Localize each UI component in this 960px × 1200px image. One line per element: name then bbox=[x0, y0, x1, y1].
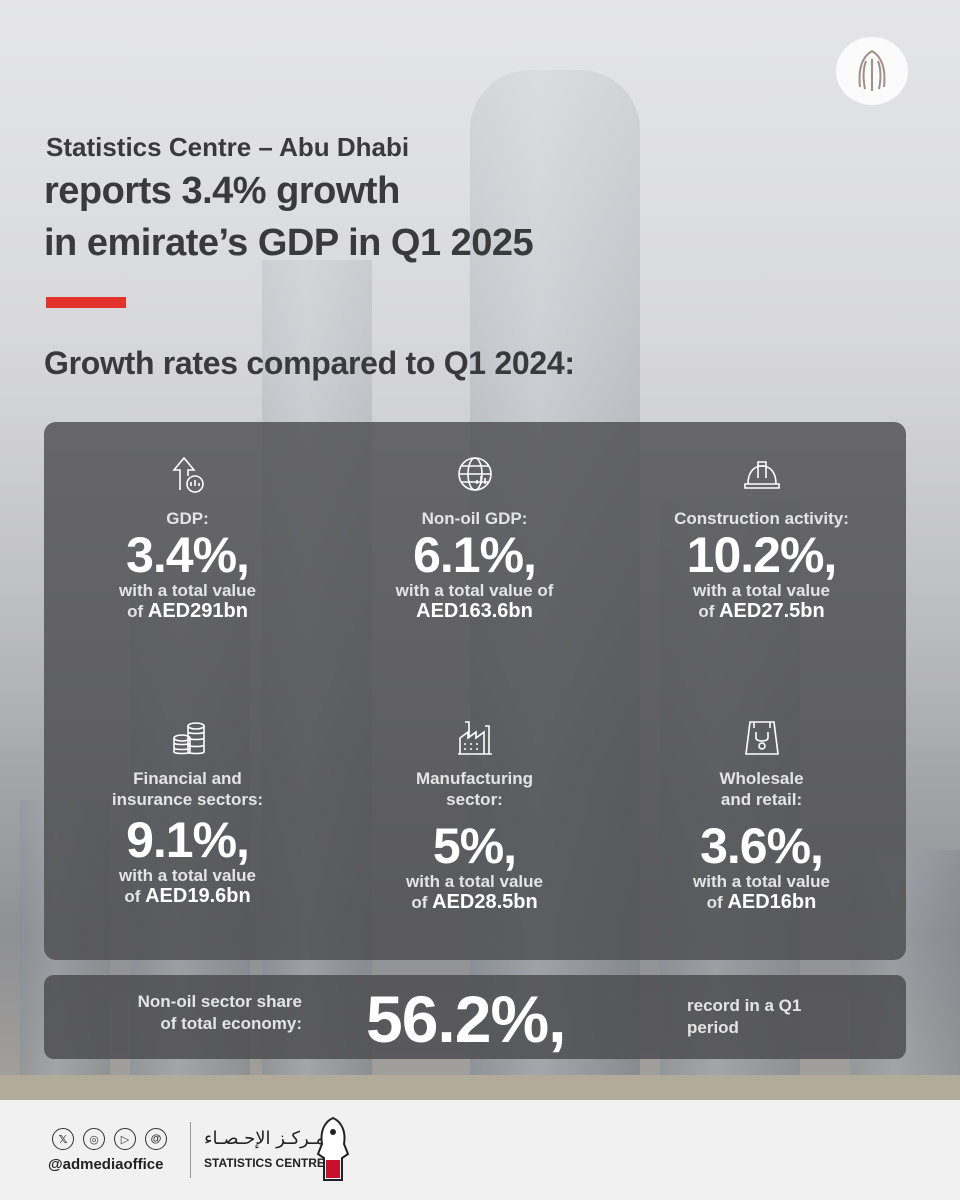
share-note: record in a Q1 period bbox=[687, 995, 867, 1039]
stat-label-line1: Manufacturing bbox=[415, 769, 534, 788]
stat-gdp: GDP: 3.4%, with a total value of AED291b… bbox=[44, 454, 331, 622]
stat-amount: AED28.5bn bbox=[432, 891, 538, 913]
footer: 𝕏 ◎ ▷ @ @admediaoffice مـركـز الإحـصـاء … bbox=[0, 1100, 960, 1200]
stat-amount: AED163.6bn bbox=[416, 600, 533, 622]
footer-divider bbox=[190, 1122, 191, 1178]
stats-panel: GDP: 3.4%, with a total value of AED291b… bbox=[44, 422, 906, 960]
stat-value: 3.4%, bbox=[126, 527, 250, 583]
org-name-english: STATISTICS CENTRE bbox=[204, 1156, 325, 1170]
falcon-emblem-icon bbox=[316, 1116, 350, 1181]
header-headline-line1: reports 3.4% growth bbox=[44, 170, 400, 212]
stat-amount: AED27.5bn bbox=[719, 600, 825, 622]
stat-label-line2: sector: bbox=[446, 790, 503, 809]
threads-icon[interactable]: @ bbox=[145, 1128, 167, 1150]
header-headline-line2: in emirate’s GDP in Q1 2025 bbox=[44, 222, 534, 264]
stat-wholesale-retail: Wholesale and retail: 3.6%, with a total… bbox=[618, 718, 905, 913]
globe-chart-icon bbox=[457, 457, 492, 491]
stat-detail: with a total value of bbox=[395, 581, 554, 600]
share-note-line2: period bbox=[687, 1018, 739, 1037]
social-links: 𝕏 ◎ ▷ @ bbox=[52, 1128, 167, 1150]
shopping-bag-icon bbox=[744, 721, 779, 755]
stat-detail-prefix: of bbox=[127, 602, 148, 621]
stat-manufacturing: Manufacturing sector: 5%, with a total v… bbox=[331, 718, 618, 913]
youtube-icon[interactable]: ▷ bbox=[114, 1128, 136, 1150]
stat-value: 6.1%, bbox=[413, 527, 537, 583]
stat-detail: with a total value bbox=[406, 872, 543, 891]
non-oil-share-panel: Non-oil sector share of total economy: 5… bbox=[44, 975, 906, 1059]
abu-dhabi-emblem-icon bbox=[836, 37, 908, 105]
stat-non-oil-gdp: Non-oil GDP: 6.1%, with a total value of… bbox=[331, 454, 618, 622]
share-label-line1: Non-oil sector share bbox=[137, 992, 302, 1011]
stat-detail-prefix: of bbox=[698, 602, 720, 621]
stat-value: 10.2%, bbox=[686, 527, 838, 583]
stat-value: 3.6%, bbox=[700, 818, 824, 874]
ground-strip bbox=[0, 1075, 960, 1100]
coins-stack-icon bbox=[172, 722, 205, 755]
stat-label-line2: insurance sectors: bbox=[111, 790, 264, 809]
social-handle[interactable]: @admediaoffice bbox=[48, 1156, 164, 1173]
stat-label-line2: and retail: bbox=[720, 790, 803, 809]
hard-hat-icon bbox=[743, 461, 780, 489]
stat-value: 9.1%, bbox=[126, 812, 250, 868]
stat-label: GDP: bbox=[166, 509, 209, 528]
share-value: 56.2%, bbox=[366, 982, 566, 1056]
stat-detail: with a total value bbox=[693, 581, 830, 600]
stat-detail: with a total value bbox=[119, 581, 256, 600]
share-note-line1: record in a Q1 bbox=[687, 996, 802, 1015]
stat-detail: with a total value bbox=[119, 866, 256, 885]
stat-detail-prefix: of bbox=[411, 893, 433, 912]
stat-detail-prefix: of bbox=[706, 893, 728, 912]
stat-amount: AED16bn bbox=[727, 891, 817, 913]
stat-amount: AED19.6bn bbox=[145, 885, 251, 907]
stat-value: 5%, bbox=[432, 818, 517, 874]
stat-detail-prefix: of bbox=[124, 887, 146, 906]
instagram-icon[interactable]: ◎ bbox=[83, 1128, 105, 1150]
stat-detail: with a total value bbox=[693, 872, 830, 891]
factory-icon bbox=[457, 721, 492, 755]
share-label: Non-oil sector share of total economy: bbox=[62, 991, 302, 1035]
growth-chart-icon bbox=[171, 456, 204, 493]
stat-label: Non-oil GDP: bbox=[421, 509, 528, 528]
stat-label-line1: Financial and bbox=[133, 769, 242, 788]
stat-label: Construction activity: bbox=[674, 509, 849, 528]
accent-divider bbox=[46, 297, 126, 308]
x-icon[interactable]: 𝕏 bbox=[52, 1128, 74, 1150]
share-label-line2: of total economy: bbox=[160, 1014, 302, 1033]
org-name-arabic: مـركـز الإحـصـاء bbox=[204, 1128, 325, 1149]
stat-amount: AED291bn bbox=[147, 600, 248, 622]
section-subtitle: Growth rates compared to Q1 2024: bbox=[44, 345, 575, 381]
header-organization: Statistics Centre – Abu Dhabi bbox=[46, 132, 410, 162]
stat-financial-insurance: Financial and insurance sectors: 9.1%, w… bbox=[44, 718, 331, 907]
stat-construction: Construction activity: 10.2%, with a tot… bbox=[618, 454, 905, 622]
stat-label-line1: Wholesale bbox=[719, 769, 804, 788]
